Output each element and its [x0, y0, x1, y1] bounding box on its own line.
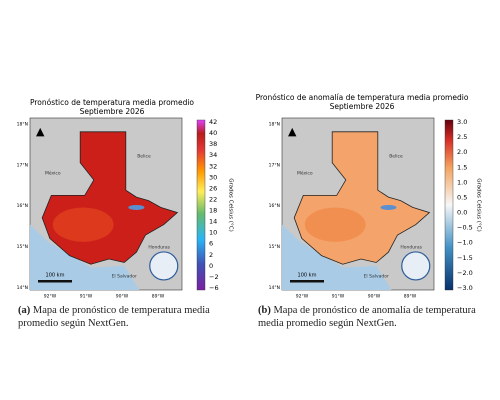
colorbar [444, 119, 454, 291]
figure-caption: (a) Mapa de pronóstico de temperatura me… [18, 304, 248, 330]
ocean [282, 224, 392, 290]
lon-label: 92°W [44, 294, 57, 300]
place-label: El Salvador [364, 274, 389, 280]
colorbar-tick-label: 1.5 [457, 163, 467, 171]
colorbar-tick-label: 26 [209, 184, 217, 192]
colorbar [196, 119, 206, 291]
lat-label: 15°N [269, 244, 280, 250]
colorbar-tick-label: −6 [209, 284, 219, 292]
colorbar-tick-label: 34 [209, 151, 217, 159]
place-label: Honduras [400, 245, 422, 251]
lat-label: 18°N [269, 122, 280, 128]
scale-bar [290, 280, 324, 283]
colorbar-tick-label: 2.5 [457, 133, 467, 141]
place-label: Honduras [148, 245, 170, 251]
place-label: Belice [137, 153, 151, 159]
north-arrow: ▲ [288, 125, 297, 138]
colorbar-tick-label: 1.0 [457, 178, 467, 186]
lake [380, 204, 397, 210]
lon-label: 90°W [116, 294, 129, 300]
colorbar-tick-label: −2 [209, 273, 219, 281]
map-subtitle: Septiembre 2026 [80, 107, 145, 116]
colorbar-tick-label: 0 [209, 262, 213, 270]
colorbar-tick-label: 14 [209, 218, 217, 226]
colorbar-tick-label: 0.5 [457, 193, 467, 201]
lon-label: 90°W [368, 294, 381, 300]
colorbar-tick-label: 40 [209, 129, 217, 137]
caption-text: Mapa de pronóstico de anomalía de temper… [258, 305, 476, 329]
lat-label: 14°N [269, 285, 280, 291]
north-arrow: ▲ [36, 125, 45, 138]
colorbar-tick-label: 6 [209, 240, 213, 248]
colorbar-tick-label: 18 [209, 207, 217, 215]
place-label: México [45, 170, 61, 177]
lat-label: 18°N [17, 122, 28, 128]
colorbar-tick-label: −2.0 [457, 269, 473, 277]
lat-label: 14°N [17, 285, 28, 291]
lat-label: 17°N [17, 162, 28, 168]
scale-bar [38, 280, 72, 283]
colorbar-tick-label: 0.0 [457, 209, 467, 217]
colorbar-label: Grados Celsius (°C) [476, 178, 482, 232]
lat-label: 15°N [17, 244, 28, 250]
place-label: El Salvador [112, 274, 137, 280]
colorbar-tick-label: 3.0 [457, 118, 467, 126]
colorbar-label: Grados Celsius (°C) [228, 178, 234, 232]
figure-caption: (b) Mapa de pronóstico de anomalía de te… [258, 304, 488, 330]
logo [149, 251, 179, 281]
lat-label: 17°N [269, 162, 280, 168]
colorbar-tick-label: 22 [209, 195, 217, 203]
lon-label: 91°W [80, 294, 93, 300]
lon-label: 89°W [152, 294, 165, 300]
colorbar-tick-label: 42 [209, 118, 217, 126]
lat-label: 16°N [17, 203, 28, 209]
scale-label: 100 km [298, 273, 317, 279]
place-label: Belice [389, 153, 403, 159]
logo [401, 251, 431, 281]
colorbar-tick-label: −1.0 [457, 239, 473, 247]
colorbar-tick-label: 38 [209, 140, 217, 148]
colorbar-tick-label: −1.5 [457, 254, 473, 262]
colorbar-tick-label: 10 [209, 229, 217, 237]
lake [128, 204, 145, 210]
map-title: Pronóstico de anomalía de temperatura me… [256, 93, 469, 102]
map-title: Pronóstico de temperatura media promedio [30, 98, 194, 107]
caption-text: Mapa de pronóstico de temperatura media … [18, 305, 210, 329]
colorbar-tick-label: −3.0 [457, 284, 473, 292]
caption-tag: (b) [258, 305, 271, 316]
highland-region [52, 207, 114, 242]
lon-label: 91°W [332, 294, 345, 300]
lat-label: 16°N [269, 203, 280, 209]
place-label: México [297, 170, 313, 177]
colorbar-tick-label: 2.0 [457, 148, 467, 156]
scale-label: 100 km [46, 273, 65, 279]
highland-region [304, 207, 366, 242]
map-subtitle: Septiembre 2026 [330, 102, 395, 111]
colorbar-tick-label: 32 [209, 162, 217, 170]
colorbar-tick-label: 2 [209, 251, 213, 259]
colorbar-tick-label: 30 [209, 173, 217, 181]
colorbar-tick-label: −0.5 [457, 224, 473, 232]
ocean [30, 224, 140, 290]
lon-label: 92°W [296, 294, 309, 300]
caption-tag: (a) [18, 305, 31, 316]
lon-label: 89°W [404, 294, 417, 300]
